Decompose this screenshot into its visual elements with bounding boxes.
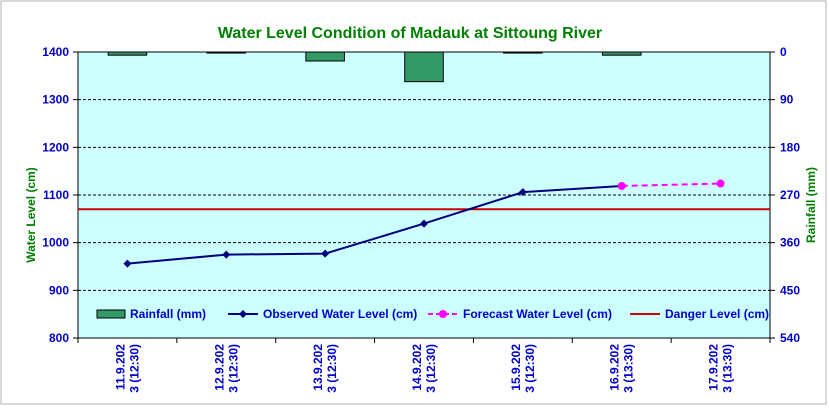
right-tick-label: 0 (780, 45, 787, 59)
x-tick-label: 11.9.2023 (12:30) (113, 344, 141, 393)
legend-label: Rainfall (mm) (130, 307, 206, 321)
left-tick-label: 1400 (42, 45, 69, 59)
left-tick-label: 1200 (42, 140, 69, 154)
left-axis-title: Water Level (cm) (24, 167, 38, 263)
left-tick-label: 1300 (42, 93, 69, 107)
right-tick-label: 450 (780, 283, 800, 297)
x-tick-label: 15.9.2023 (12:30) (509, 344, 537, 393)
right-axis-title: Rainfall (mm) (804, 167, 818, 243)
right-tick-label: 360 (780, 236, 800, 250)
rainfall-bar (601, 51, 642, 56)
observed-point (321, 249, 330, 258)
left-tick-label: 1100 (43, 188, 69, 202)
rainfall-bar (404, 51, 444, 83)
legend-rainfall-swatch (96, 309, 126, 319)
legend-label: Observed Water Level (cm) (263, 307, 417, 321)
right-tick-label: 270 (780, 188, 800, 202)
forecast-point (617, 181, 626, 190)
observed-point (518, 188, 527, 197)
x-tick-label: 14.9.2023 (12:30) (410, 344, 438, 393)
rainfall-bar (206, 51, 247, 54)
right-tick-label: 180 (780, 140, 800, 154)
rainfall-bar (503, 51, 543, 54)
chart-title: Water Level Condition of Madauk at Sitto… (218, 25, 602, 42)
legend-label: Danger Level (cm) (665, 307, 769, 321)
right-tick-label: 90 (780, 93, 794, 107)
observed-point (222, 250, 231, 259)
left-tick-label: 800 (49, 331, 69, 345)
rainfall-bar (107, 51, 148, 56)
left-tick-label: 1000 (42, 236, 69, 250)
observed-water-level-line (127, 184, 622, 265)
legend-label: Forecast Water Level (cm) (463, 307, 612, 321)
observed-point (123, 259, 132, 268)
x-tick-label: 16.9.2023 (13:30) (608, 344, 636, 393)
legend-observed-marker (239, 310, 247, 318)
forecast-point (716, 179, 725, 188)
x-tick-label: 12.9.2023 (12:30) (212, 344, 240, 393)
right-tick-label: 540 (780, 331, 800, 345)
rainfall-bar (305, 51, 345, 62)
left-tick-label: 900 (49, 283, 69, 297)
legend-forecast-marker (439, 310, 447, 318)
x-tick-label: 13.9.2023 (12:30) (311, 344, 339, 393)
forecast-water-level-line (621, 182, 721, 187)
observed-point (420, 219, 428, 228)
x-tick-label: 17.9.2023 (13:30) (707, 344, 735, 393)
